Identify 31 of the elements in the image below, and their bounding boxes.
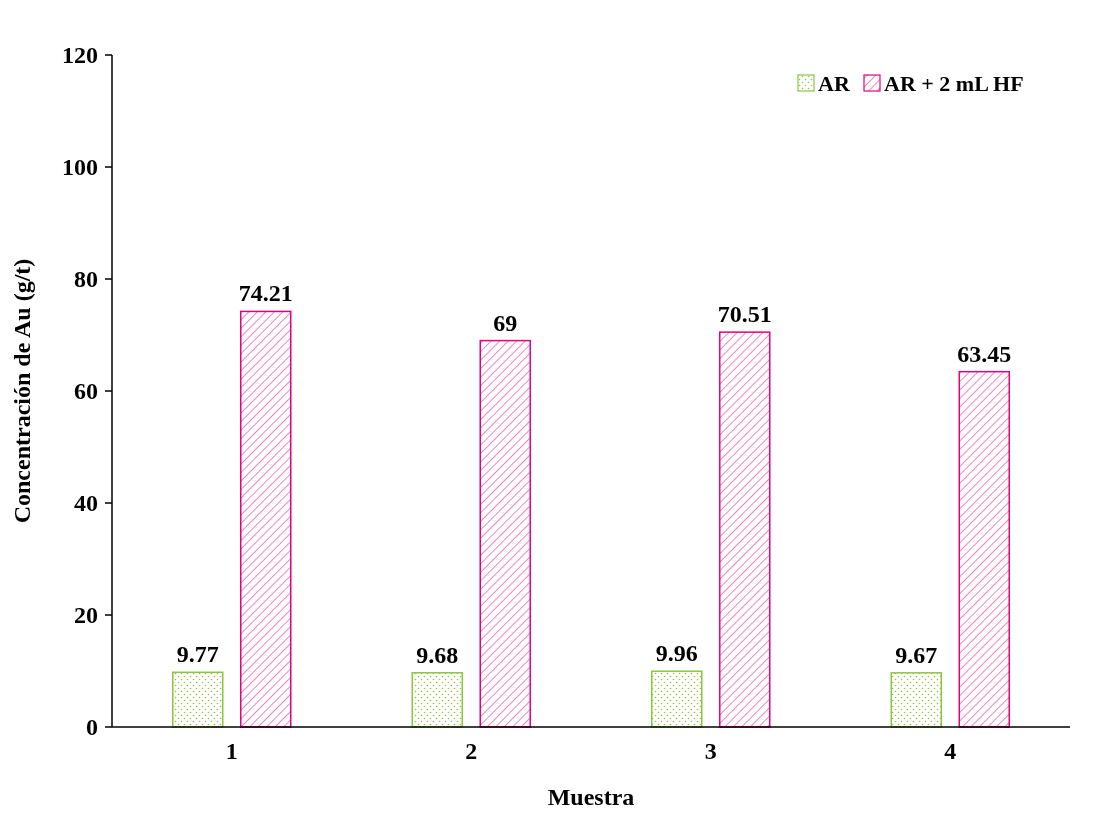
data-label: 9.77 xyxy=(176,641,219,668)
y-tick-label: 60 xyxy=(74,378,98,405)
y-tick-label: 80 xyxy=(74,266,98,293)
data-label: 9.68 xyxy=(416,641,459,668)
y-tick-label: 40 xyxy=(74,490,98,517)
bar xyxy=(479,339,531,728)
x-tick-label: 2 xyxy=(465,738,478,764)
legend-label: AR xyxy=(818,70,851,96)
y-axis-title: Concentración de Au (g/t) xyxy=(9,258,35,524)
x-tick-label: 3 xyxy=(704,738,717,764)
y-tick-label: 20 xyxy=(74,602,98,629)
y-tick-label: 100 xyxy=(62,154,98,181)
bar xyxy=(172,671,224,728)
x-axis-title: Muestra xyxy=(547,784,635,810)
data-label: 9.67 xyxy=(895,641,938,668)
x-tick-label: 4 xyxy=(944,738,957,764)
data-label: 70.51 xyxy=(717,301,772,328)
data-label: 74.21 xyxy=(238,280,293,307)
data-label: 69 xyxy=(493,309,518,336)
data-label: 9.96 xyxy=(655,640,698,667)
bar xyxy=(719,331,771,728)
x-tick-label: 1 xyxy=(225,738,238,764)
y-tick-label: 0 xyxy=(86,714,98,741)
legend-label: AR + 2 mL HF xyxy=(884,70,1024,96)
bar xyxy=(240,310,292,728)
y-tick-label: 120 xyxy=(62,42,98,69)
bar xyxy=(411,672,463,728)
bar xyxy=(651,670,703,728)
bar xyxy=(958,370,1010,728)
data-label: 63.45 xyxy=(957,340,1012,367)
bar xyxy=(890,672,942,728)
